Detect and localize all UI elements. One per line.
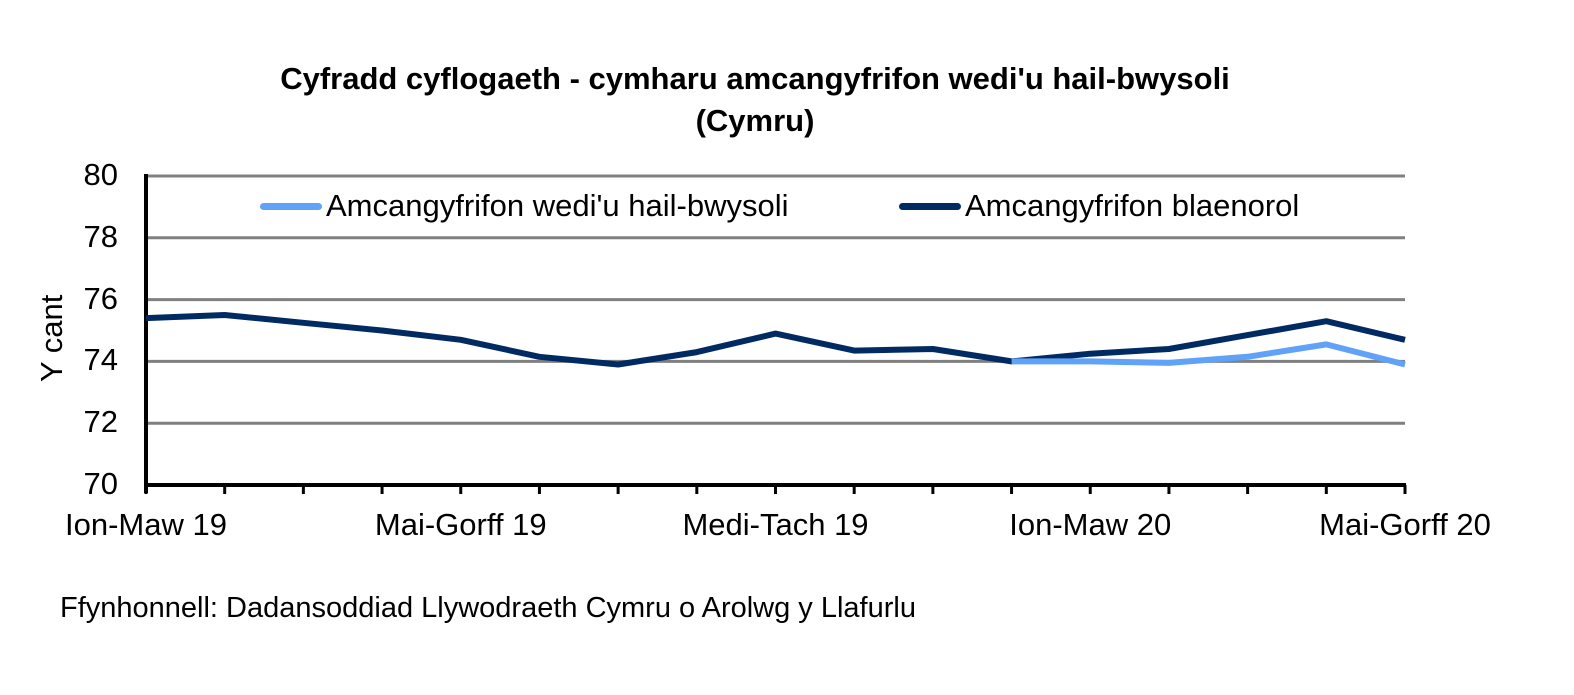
chart-subtitle: (Cymru) xyxy=(695,103,815,138)
series-lines xyxy=(145,312,1406,368)
chart-title-main: Cyfradd cyflogaeth - cymharu amcangyfrif… xyxy=(280,61,1230,96)
x-tick-label: Mai-Gorff 19 xyxy=(374,507,547,542)
source-note: Ffynhonnell: Dadansoddiad Llywodraeth Cy… xyxy=(60,592,916,624)
legend-label-previous: Amcangyfrifon blaenorol xyxy=(965,188,1300,223)
legend-label-reweighted: Amcangyfrifon wedi'u hail-bwysoli xyxy=(326,188,789,223)
y-tick-label: 76 xyxy=(83,280,118,316)
x-tick-label: Mai-Gorff 20 xyxy=(1319,507,1491,542)
y-tick-label: 78 xyxy=(83,218,118,254)
x-tick-label: Ion-Maw 20 xyxy=(1009,507,1172,542)
x-tick-label: Medi-Tach 19 xyxy=(682,507,869,542)
y-tick-label: 70 xyxy=(83,466,118,501)
x-tick-label: Ion-Maw 19 xyxy=(65,507,227,542)
legend-item-previous: Amcangyfrifon blaenorol xyxy=(899,188,1299,224)
series-line-reweighted xyxy=(1011,341,1406,368)
y-tick-label: 74 xyxy=(83,342,118,378)
axes xyxy=(144,174,1407,494)
y-axis-label: Y cant xyxy=(34,294,69,382)
legend-swatch-previous xyxy=(899,202,961,210)
legend-swatch-reweighted xyxy=(260,202,322,210)
series-line-previous xyxy=(145,312,1406,368)
legend-item-reweighted: Amcangyfrifon wedi'u hail-bwysoli xyxy=(260,188,789,224)
y-tick-label: 80 xyxy=(83,157,118,192)
chart-title: Cyfradd cyflogaeth - cymharu amcangyfrif… xyxy=(0,58,1510,142)
y-tick-label: 72 xyxy=(83,404,118,440)
